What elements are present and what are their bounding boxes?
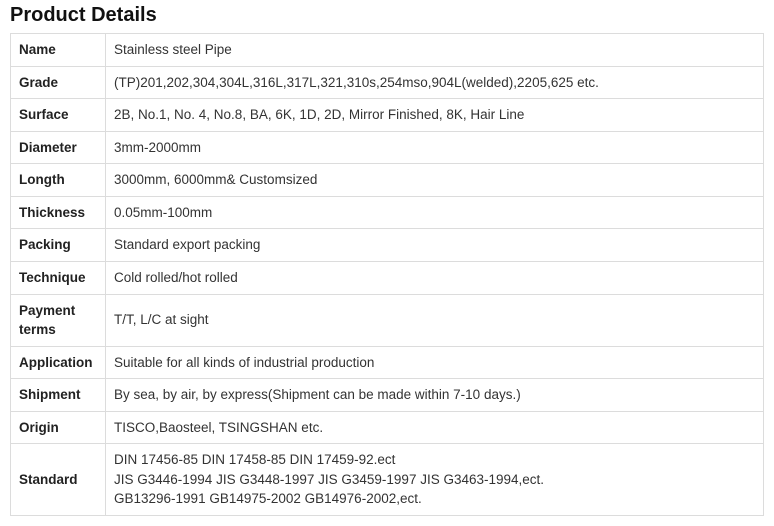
row-label: Technique (11, 261, 106, 294)
standard-line: GB13296-1991 GB14975-2002 GB14976-2002,e… (114, 489, 755, 509)
row-value: 3mm-2000mm (106, 131, 764, 164)
row-value: Standard export packing (106, 229, 764, 262)
row-label: Thickness (11, 196, 106, 229)
row-value: Suitable for all kinds of industrial pro… (106, 346, 764, 379)
row-label: Application (11, 346, 106, 379)
row-label: Origin (11, 411, 106, 444)
row-value: Stainless steel Pipe (106, 34, 764, 67)
table-row: Packing Standard export packing (11, 229, 764, 262)
table-row: Thickness 0.05mm-100mm (11, 196, 764, 229)
row-value: 3000mm, 6000mm& Customsized (106, 164, 764, 197)
product-details-table: Name Stainless steel Pipe Grade (TP)201,… (10, 33, 764, 516)
product-details-tbody: Name Stainless steel Pipe Grade (TP)201,… (11, 34, 764, 516)
row-label: Surface (11, 99, 106, 132)
row-label: Longth (11, 164, 106, 197)
table-row: Technique Cold rolled/hot rolled (11, 261, 764, 294)
standard-line: DIN 17456-85 DIN 17458-85 DIN 17459-92.e… (114, 450, 755, 470)
table-row: Diameter 3mm-2000mm (11, 131, 764, 164)
row-label: Packing (11, 229, 106, 262)
row-label: Shipment (11, 379, 106, 412)
table-row: Name Stainless steel Pipe (11, 34, 764, 67)
table-row: Shipment By sea, by air, by express(Ship… (11, 379, 764, 412)
row-label: Payment terms (11, 294, 106, 346)
page-title: Product Details (10, 4, 764, 27)
table-row: Grade (TP)201,202,304,304L,316L,317L,321… (11, 66, 764, 99)
row-label: Grade (11, 66, 106, 99)
row-value: (TP)201,202,304,304L,316L,317L,321,310s,… (106, 66, 764, 99)
table-row: Longth 3000mm, 6000mm& Customsized (11, 164, 764, 197)
table-row: Surface 2B, No.1, No. 4, No.8, BA, 6K, 1… (11, 99, 764, 132)
row-label: Diameter (11, 131, 106, 164)
row-value: By sea, by air, by express(Shipment can … (106, 379, 764, 412)
table-row: Application Suitable for all kinds of in… (11, 346, 764, 379)
table-row: Payment terms T/T, L/C at sight (11, 294, 764, 346)
row-value: Cold rolled/hot rolled (106, 261, 764, 294)
row-value: 0.05mm-100mm (106, 196, 764, 229)
standard-line: JIS G3446-1994 JIS G3448-1997 JIS G3459-… (114, 470, 755, 490)
row-value: 2B, No.1, No. 4, No.8, BA, 6K, 1D, 2D, M… (106, 99, 764, 132)
row-value: TISCO,Baosteel, TSINGSHAN etc. (106, 411, 764, 444)
row-label: Name (11, 34, 106, 67)
table-row: Origin TISCO,Baosteel, TSINGSHAN etc. (11, 411, 764, 444)
row-value: T/T, L/C at sight (106, 294, 764, 346)
